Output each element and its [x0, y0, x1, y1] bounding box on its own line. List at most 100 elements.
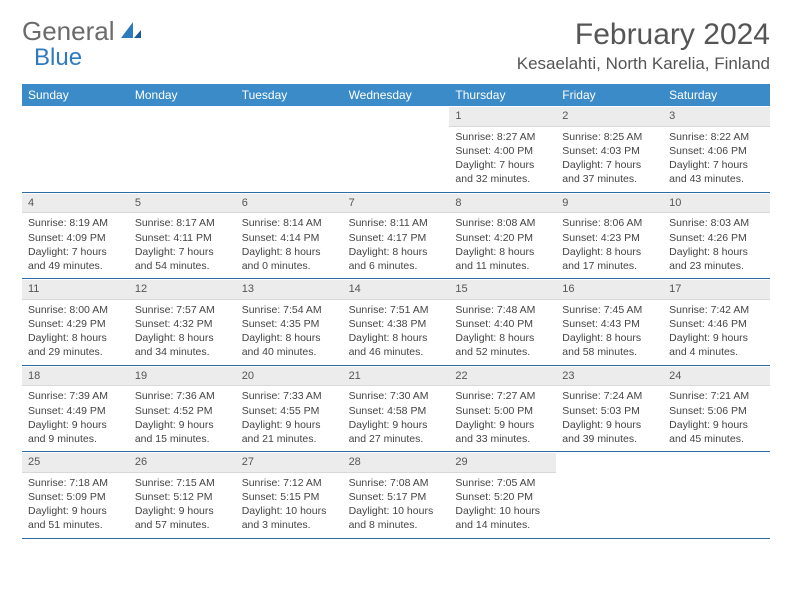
daylight-line: Daylight: 9 hours and 27 minutes.: [349, 418, 444, 446]
location: Kesaelahti, North Karelia, Finland: [517, 54, 770, 74]
sunrise-line: Sunrise: 7:45 AM: [562, 303, 657, 317]
sunset-line: Sunset: 4:38 PM: [349, 317, 444, 331]
day-cell: 1Sunrise: 8:27 AMSunset: 4:00 PMDaylight…: [449, 106, 556, 192]
week-row: 4Sunrise: 8:19 AMSunset: 4:09 PMDaylight…: [22, 193, 770, 280]
day-details: Sunrise: 8:14 AMSunset: 4:14 PMDaylight:…: [236, 213, 343, 278]
sunrise-line: Sunrise: 7:08 AM: [349, 476, 444, 490]
day-details: Sunrise: 7:42 AMSunset: 4:46 PMDaylight:…: [663, 300, 770, 365]
day-number: 7: [343, 193, 450, 214]
week-row: 18Sunrise: 7:39 AMSunset: 4:49 PMDayligh…: [22, 366, 770, 453]
day-cell: 5Sunrise: 8:17 AMSunset: 4:11 PMDaylight…: [129, 193, 236, 279]
sunrise-line: Sunrise: 7:57 AM: [135, 303, 230, 317]
day-cell: 29Sunrise: 7:05 AMSunset: 5:20 PMDayligh…: [449, 452, 556, 538]
weekday-wednesday: Wednesday: [343, 88, 450, 102]
day-number: 28: [343, 452, 450, 473]
month-title: February 2024: [517, 18, 770, 52]
sunset-line: Sunset: 4:58 PM: [349, 404, 444, 418]
header: General February 2024 Kesaelahti, North …: [22, 18, 770, 74]
sunrise-line: Sunrise: 7:27 AM: [455, 389, 550, 403]
sunrise-line: Sunrise: 7:51 AM: [349, 303, 444, 317]
sunset-line: Sunset: 4:11 PM: [135, 231, 230, 245]
day-cell: 27Sunrise: 7:12 AMSunset: 5:15 PMDayligh…: [236, 452, 343, 538]
sunset-line: Sunset: 4:29 PM: [28, 317, 123, 331]
day-cell: 12Sunrise: 7:57 AMSunset: 4:32 PMDayligh…: [129, 279, 236, 365]
day-cell: 19Sunrise: 7:36 AMSunset: 4:52 PMDayligh…: [129, 366, 236, 452]
sunrise-line: Sunrise: 7:15 AM: [135, 476, 230, 490]
sunset-line: Sunset: 5:15 PM: [242, 490, 337, 504]
day-cell: 2Sunrise: 8:25 AMSunset: 4:03 PMDaylight…: [556, 106, 663, 192]
day-details: Sunrise: 8:19 AMSunset: 4:09 PMDaylight:…: [22, 213, 129, 278]
day-details: Sunrise: 8:08 AMSunset: 4:20 PMDaylight:…: [449, 213, 556, 278]
sunset-line: Sunset: 4:09 PM: [28, 231, 123, 245]
day-details: Sunrise: 8:22 AMSunset: 4:06 PMDaylight:…: [663, 127, 770, 192]
daylight-line: Daylight: 8 hours and 17 minutes.: [562, 245, 657, 273]
logo: General: [22, 18, 143, 44]
sunrise-line: Sunrise: 7:21 AM: [669, 389, 764, 403]
weekday-tuesday: Tuesday: [236, 88, 343, 102]
day-details: Sunrise: 7:05 AMSunset: 5:20 PMDaylight:…: [449, 473, 556, 538]
day-cell: 9Sunrise: 8:06 AMSunset: 4:23 PMDaylight…: [556, 193, 663, 279]
day-number: 18: [22, 366, 129, 387]
sunset-line: Sunset: 4:52 PM: [135, 404, 230, 418]
daylight-line: Daylight: 9 hours and 57 minutes.: [135, 504, 230, 532]
day-details: Sunrise: 7:18 AMSunset: 5:09 PMDaylight:…: [22, 473, 129, 538]
sunrise-line: Sunrise: 7:30 AM: [349, 389, 444, 403]
sunrise-line: Sunrise: 7:12 AM: [242, 476, 337, 490]
day-details: Sunrise: 7:08 AMSunset: 5:17 PMDaylight:…: [343, 473, 450, 538]
weekday-thursday: Thursday: [449, 88, 556, 102]
day-cell: 3Sunrise: 8:22 AMSunset: 4:06 PMDaylight…: [663, 106, 770, 192]
day-cell: 25Sunrise: 7:18 AMSunset: 5:09 PMDayligh…: [22, 452, 129, 538]
sunrise-line: Sunrise: 8:00 AM: [28, 303, 123, 317]
sunset-line: Sunset: 4:26 PM: [669, 231, 764, 245]
weekday-monday: Monday: [129, 88, 236, 102]
daylight-line: Daylight: 8 hours and 34 minutes.: [135, 331, 230, 359]
day-number: 11: [22, 279, 129, 300]
day-details: Sunrise: 7:12 AMSunset: 5:15 PMDaylight:…: [236, 473, 343, 538]
day-details: Sunrise: 7:54 AMSunset: 4:35 PMDaylight:…: [236, 300, 343, 365]
week-row: 11Sunrise: 8:00 AMSunset: 4:29 PMDayligh…: [22, 279, 770, 366]
day-details: Sunrise: 8:11 AMSunset: 4:17 PMDaylight:…: [343, 213, 450, 278]
day-number: 15: [449, 279, 556, 300]
sunrise-line: Sunrise: 7:48 AM: [455, 303, 550, 317]
day-cell: 7Sunrise: 8:11 AMSunset: 4:17 PMDaylight…: [343, 193, 450, 279]
daylight-line: Daylight: 9 hours and 9 minutes.: [28, 418, 123, 446]
day-cell: 28Sunrise: 7:08 AMSunset: 5:17 PMDayligh…: [343, 452, 450, 538]
day-details: Sunrise: 7:57 AMSunset: 4:32 PMDaylight:…: [129, 300, 236, 365]
daylight-line: Daylight: 9 hours and 15 minutes.: [135, 418, 230, 446]
sunset-line: Sunset: 5:17 PM: [349, 490, 444, 504]
day-details: Sunrise: 7:27 AMSunset: 5:00 PMDaylight:…: [449, 386, 556, 451]
sunrise-line: Sunrise: 8:19 AM: [28, 216, 123, 230]
day-details: Sunrise: 8:06 AMSunset: 4:23 PMDaylight:…: [556, 213, 663, 278]
sunset-line: Sunset: 4:55 PM: [242, 404, 337, 418]
daylight-line: Daylight: 9 hours and 33 minutes.: [455, 418, 550, 446]
day-details: Sunrise: 7:39 AMSunset: 4:49 PMDaylight:…: [22, 386, 129, 451]
week-row: 1Sunrise: 8:27 AMSunset: 4:00 PMDaylight…: [22, 106, 770, 193]
sunset-line: Sunset: 4:03 PM: [562, 144, 657, 158]
sunset-line: Sunset: 5:09 PM: [28, 490, 123, 504]
weekday-header: Sunday Monday Tuesday Wednesday Thursday…: [22, 84, 770, 106]
day-cell: 15Sunrise: 7:48 AMSunset: 4:40 PMDayligh…: [449, 279, 556, 365]
day-details: Sunrise: 8:00 AMSunset: 4:29 PMDaylight:…: [22, 300, 129, 365]
day-details: Sunrise: 7:24 AMSunset: 5:03 PMDaylight:…: [556, 386, 663, 451]
day-cell: 13Sunrise: 7:54 AMSunset: 4:35 PMDayligh…: [236, 279, 343, 365]
sunrise-line: Sunrise: 7:24 AM: [562, 389, 657, 403]
day-cell: 22Sunrise: 7:27 AMSunset: 5:00 PMDayligh…: [449, 366, 556, 452]
weekday-friday: Friday: [556, 88, 663, 102]
daylight-line: Daylight: 8 hours and 29 minutes.: [28, 331, 123, 359]
day-cell: 6Sunrise: 8:14 AMSunset: 4:14 PMDaylight…: [236, 193, 343, 279]
day-number: 29: [449, 452, 556, 473]
daylight-line: Daylight: 8 hours and 23 minutes.: [669, 245, 764, 273]
logo-text-general: General: [22, 18, 115, 44]
daylight-line: Daylight: 7 hours and 49 minutes.: [28, 245, 123, 273]
day-details: Sunrise: 7:15 AMSunset: 5:12 PMDaylight:…: [129, 473, 236, 538]
sunset-line: Sunset: 4:35 PM: [242, 317, 337, 331]
daylight-line: Daylight: 8 hours and 40 minutes.: [242, 331, 337, 359]
day-details: Sunrise: 7:51 AMSunset: 4:38 PMDaylight:…: [343, 300, 450, 365]
day-details: Sunrise: 7:33 AMSunset: 4:55 PMDaylight:…: [236, 386, 343, 451]
day-number: 23: [556, 366, 663, 387]
day-details: Sunrise: 7:45 AMSunset: 4:43 PMDaylight:…: [556, 300, 663, 365]
calendar: Sunday Monday Tuesday Wednesday Thursday…: [22, 84, 770, 539]
sunset-line: Sunset: 4:23 PM: [562, 231, 657, 245]
day-details: Sunrise: 8:27 AMSunset: 4:00 PMDaylight:…: [449, 127, 556, 192]
day-number: 12: [129, 279, 236, 300]
